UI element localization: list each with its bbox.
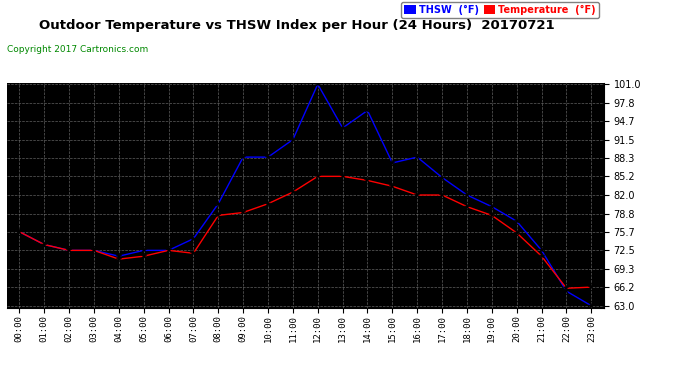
Text: Copyright 2017 Cartronics.com: Copyright 2017 Cartronics.com: [7, 45, 148, 54]
Text: Outdoor Temperature vs THSW Index per Hour (24 Hours)  20170721: Outdoor Temperature vs THSW Index per Ho…: [39, 19, 555, 32]
Legend: THSW  (°F), Temperature  (°F): THSW (°F), Temperature (°F): [402, 2, 599, 18]
